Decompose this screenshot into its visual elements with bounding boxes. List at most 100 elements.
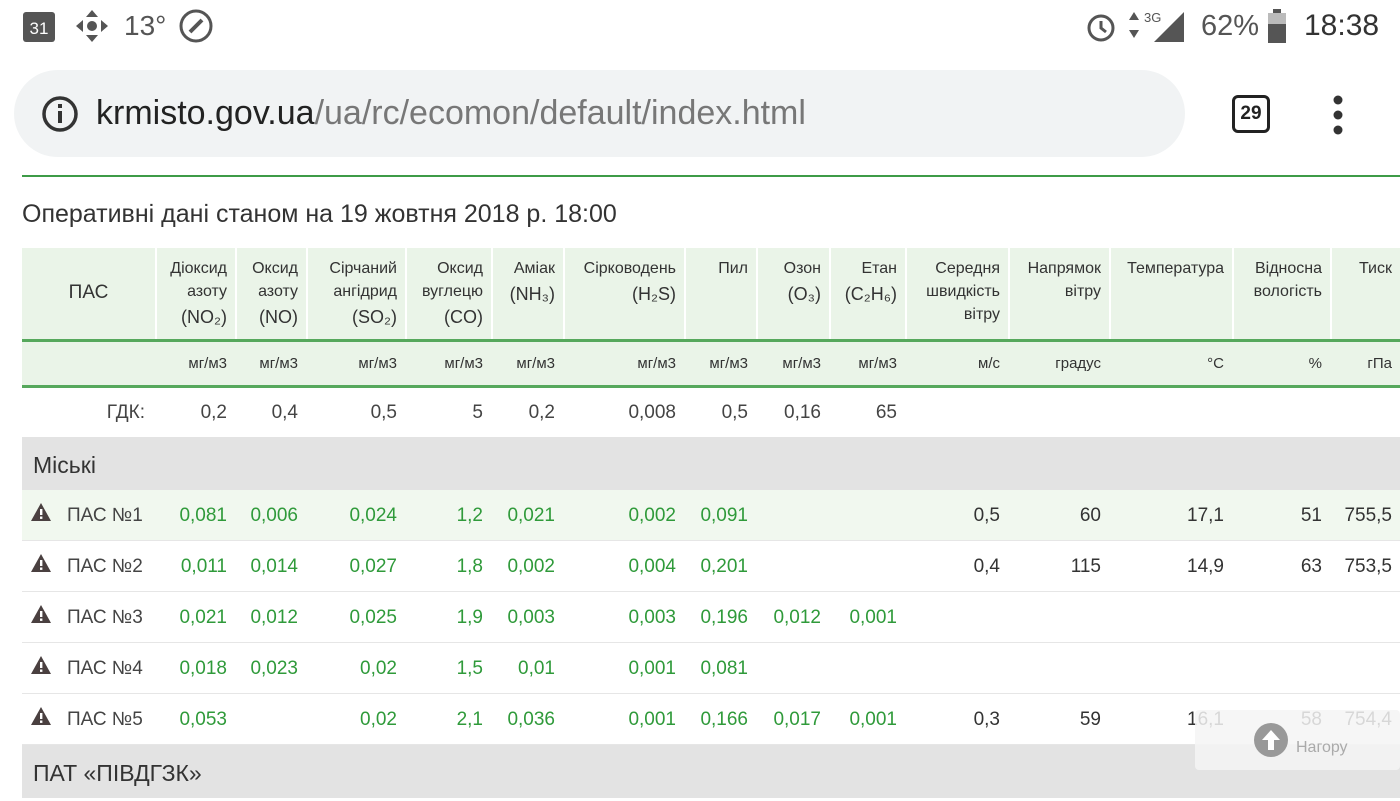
signal-icon: 3G xyxy=(1129,10,1184,42)
cell-value: 0,014 xyxy=(250,556,298,577)
header-line xyxy=(22,339,1400,342)
column-unit: мг/м3 xyxy=(637,355,676,372)
column-formula: (H₂S) xyxy=(632,284,676,304)
address-bar[interactable]: krmisto.gov.ua/ua/rc/ecomon/default/inde… xyxy=(14,70,1185,157)
cell-value: 51 xyxy=(1300,505,1322,526)
column-unit: °C xyxy=(1207,355,1224,372)
divider xyxy=(22,175,1400,177)
limit-value: 0,5 xyxy=(370,402,397,423)
station-name: ПАС №5 xyxy=(67,709,143,730)
column-name: Етан xyxy=(861,260,897,277)
limit-value: 65 xyxy=(875,402,897,423)
column-header: Тиск xyxy=(1330,248,1400,340)
cell-value: 0,002 xyxy=(628,505,676,526)
cell-value: 0,012 xyxy=(773,607,821,628)
warning-icon[interactable] xyxy=(30,502,52,522)
cell-value: 0,001 xyxy=(628,709,676,730)
column-name: Температура xyxy=(1127,260,1224,277)
limit-label: ГДК: xyxy=(106,402,145,423)
cell-value: 0,003 xyxy=(628,607,676,628)
limit-value: 5 xyxy=(472,402,483,423)
move-icon xyxy=(76,10,108,42)
cell-value: 0,017 xyxy=(773,709,821,730)
column-name: Середня швидкість вітру xyxy=(926,260,1000,323)
warning-icon[interactable] xyxy=(30,553,52,573)
column-formula: (NH₃) xyxy=(509,284,555,304)
warning-icon[interactable] xyxy=(30,706,52,726)
column-formula: (NO) xyxy=(259,307,298,327)
column-header: Температура xyxy=(1109,248,1232,340)
column-name: Оксид азоту xyxy=(252,260,298,300)
cell-value: 59 xyxy=(1079,709,1101,730)
station-name: ПАС №1 xyxy=(67,505,143,526)
column-unit: мг/м3 xyxy=(782,355,821,372)
cell-value: 0,018 xyxy=(179,658,227,679)
column-header: Напрямок вітру xyxy=(1008,248,1109,340)
url-path[interactable]: /ua/rc/ecomon/default/index.html xyxy=(314,94,806,132)
column-header: Озон (O₃) xyxy=(756,248,829,340)
scroll-top-button[interactable]: Нагору xyxy=(1195,710,1400,770)
clock: 18:38 xyxy=(1304,9,1380,42)
station-name: ПАС №3 xyxy=(67,607,143,628)
url[interactable]: krmisto.gov.ua/ua/rc/ecomon/default/inde… xyxy=(96,94,806,133)
column-unit: мг/м3 xyxy=(709,355,748,372)
arrow-up-icon[interactable] xyxy=(1253,722,1289,758)
url-host[interactable]: krmisto.gov.ua xyxy=(96,94,315,132)
cell-value: 0,3 xyxy=(973,709,1000,730)
table-row xyxy=(22,694,1400,745)
station-name: ПАС №2 xyxy=(67,556,143,577)
column-name: Аміак xyxy=(513,260,555,277)
cell-value: 0,091 xyxy=(700,505,748,526)
cell-value: 0,001 xyxy=(849,709,897,730)
column-name: Діоксид азоту xyxy=(170,260,227,300)
tab-count[interactable]: 29 xyxy=(1232,95,1270,133)
cell-value: 0,196 xyxy=(700,607,748,628)
cell-value: 755,5 xyxy=(1344,505,1392,526)
limit-value: 0,008 xyxy=(628,402,676,423)
column-header: Етан (C₂H₆) xyxy=(829,248,905,340)
column-header: Середня швидкість вітру xyxy=(905,248,1008,340)
column-header: Сірчаний ангідрид (SO₂) xyxy=(306,248,405,340)
cell-value: 0,021 xyxy=(179,607,227,628)
cell-value: 0,081 xyxy=(700,658,748,679)
scroll-top-label[interactable]: Нагору xyxy=(1296,739,1348,756)
column-header: ПАС xyxy=(22,248,155,340)
cell-value: 0,002 xyxy=(507,556,555,577)
column-unit: мг/м3 xyxy=(259,355,298,372)
warning-icon[interactable] xyxy=(30,655,52,675)
column-unit: м/с xyxy=(978,355,1000,372)
group-row xyxy=(22,437,1400,490)
limit-value: 0,4 xyxy=(271,402,298,423)
alarm-icon xyxy=(1087,14,1115,42)
column-name: Пил xyxy=(718,260,748,277)
status-bar: 31 13° 3G 62% 18:38 xyxy=(0,0,1400,52)
calendar-icon: 31 xyxy=(23,12,55,42)
cell-value: 1,9 xyxy=(456,607,483,628)
info-icon[interactable] xyxy=(41,95,79,133)
cell-value: 753,5 xyxy=(1344,556,1392,577)
cell-value: 0,001 xyxy=(849,607,897,628)
cell-value: 0,004 xyxy=(628,556,676,577)
station-name: ПАС №4 xyxy=(67,658,143,679)
group-title: ПАТ «ПІВДГЗК» xyxy=(33,760,202,786)
cell-value: 63 xyxy=(1300,556,1322,577)
battery-icon xyxy=(1268,9,1286,43)
column-name: ПАС xyxy=(68,282,109,303)
column-unit: градус xyxy=(1055,355,1101,372)
cell-value: 0,021 xyxy=(507,505,555,526)
cell-value: 0,003 xyxy=(507,607,555,628)
column-formula: (CO) xyxy=(444,307,483,327)
cell-value: 0,4 xyxy=(973,556,1000,577)
group-title: Міські xyxy=(33,452,96,478)
column-name: Озон xyxy=(783,260,821,277)
cell-value: 0,024 xyxy=(349,505,397,526)
warning-icon[interactable] xyxy=(30,604,52,624)
cell-value: 60 xyxy=(1079,505,1101,526)
limit-value: 0,2 xyxy=(200,402,227,423)
network-type: 3G xyxy=(1144,10,1161,25)
header-line xyxy=(22,385,1400,388)
cell-value: 0,036 xyxy=(507,709,555,730)
menu-button[interactable] xyxy=(1328,94,1348,136)
cell-value: 115 xyxy=(1070,556,1101,577)
cell-value: 0,5 xyxy=(973,505,1000,526)
